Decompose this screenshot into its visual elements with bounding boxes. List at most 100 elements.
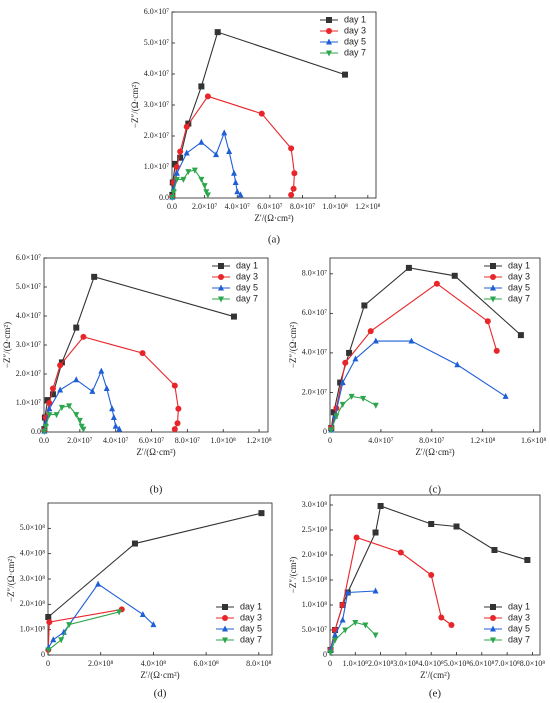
x-tick-label: 0 [328,436,332,445]
marker [214,29,221,36]
y-axis-title: −Z″/(Ω·cm²) [6,556,16,602]
legend-marker [218,274,224,280]
legend-label: day 3 [236,271,258,281]
series-line [43,276,235,430]
y-tick-label: 5.0×10⁷ [144,38,170,47]
marker [339,602,346,608]
marker [49,385,56,392]
x-tick-label: 2.0×10⁸ [88,659,114,668]
x-tick-label: 1.0×10⁸ [323,202,349,211]
marker [433,280,440,287]
marker [45,647,52,654]
marker [344,589,351,595]
x-tick-label: 4.0×10⁷ [225,202,251,211]
legend-marker [326,38,332,45]
legend-marker [222,604,228,610]
x-tick-label: 7.0×10⁸ [494,659,520,668]
x-tick-label: 2.0×10⁸ [368,659,394,668]
marker [60,628,67,635]
marker [372,402,379,409]
y-tick-label: 2.0×10⁷ [16,369,42,378]
marker [339,616,346,623]
marker [198,176,205,183]
x-axis-title: Z′/(Ω·cm²) [140,670,179,680]
series-line [43,336,179,431]
marker [58,404,65,411]
marker [428,572,435,578]
panel-label: (a) [268,234,281,246]
marker [139,610,146,617]
x-tick-label: 4.0×10⁸ [141,659,167,668]
y-tick-label: 1.0×10⁸ [20,624,46,633]
marker [175,405,182,412]
legend-marker [218,296,224,303]
legend-label: day 5 [236,282,258,292]
marker [339,379,346,386]
marker [232,179,239,185]
marker [367,328,374,335]
marker [221,129,228,136]
y-tick-label: 5.0×10⁷ [302,625,328,634]
series-line [171,31,346,195]
legend-label: day 5 [344,36,366,46]
marker [66,622,73,629]
marker [330,409,337,416]
y-tick-label: 0 [323,427,327,436]
marker [91,273,98,280]
y-tick-label: 2.0×10⁸ [20,599,46,608]
marker [327,650,334,656]
marker [213,151,220,158]
marker [131,540,138,547]
legend-marker [326,28,332,34]
marker [204,192,211,199]
y-tick-label: 2.5×10⁸ [302,525,328,534]
marker [177,148,184,155]
marker [46,412,53,419]
legend-label: day 7 [236,293,258,303]
marker [41,428,48,435]
marker [258,510,265,517]
series-line [329,505,528,651]
y-axis-title: −Z″/(Ω·cm²) [288,322,298,368]
marker [341,71,348,78]
y-tick-label: 1.0×10⁷ [144,162,170,171]
marker [451,272,458,279]
marker [291,170,298,177]
y-tick-label: 6.0×10⁷ [16,253,42,262]
x-tick-label: 1.0×10⁸ [343,659,369,668]
x-tick-label: 6.0×10⁸ [469,659,495,668]
marker [50,636,57,643]
x-tick-label: 8.0×10⁷ [419,436,445,445]
x-tick-label: 4.0×10⁸ [419,659,445,668]
marker [362,622,369,629]
legend-label: day 1 [240,601,262,611]
y-tick-label: 4.0×10⁸ [20,548,46,557]
marker [348,393,355,400]
x-tick-label: 2.0×10⁷ [192,202,218,211]
marker [346,349,353,356]
x-tick-label: 1.2×10⁸ [470,436,496,445]
panel-label: (c) [429,484,442,496]
marker [332,631,339,638]
y-tick-label: 5.0×10⁷ [16,282,42,291]
legend-label: day 7 [508,293,530,303]
x-tick-label: 8.0×10⁸ [520,659,546,668]
legend-marker [490,625,496,632]
series-line [47,608,122,650]
legend-label: day 5 [508,623,530,633]
y-tick-label: 1.0×10⁷ [16,398,42,407]
y-tick-label: 0 [323,650,327,659]
y-tick-label: 3.0×10⁷ [144,100,170,109]
x-tick-label: 4.0×10⁷ [368,436,394,445]
marker [428,521,435,527]
marker [103,385,110,391]
marker [46,400,53,406]
marker [109,405,116,412]
y-tick-label: 6.0×10⁷ [302,308,328,317]
marker [502,392,509,399]
marker [328,427,335,434]
marker [53,412,60,419]
series-line [329,536,452,651]
marker [66,403,73,410]
